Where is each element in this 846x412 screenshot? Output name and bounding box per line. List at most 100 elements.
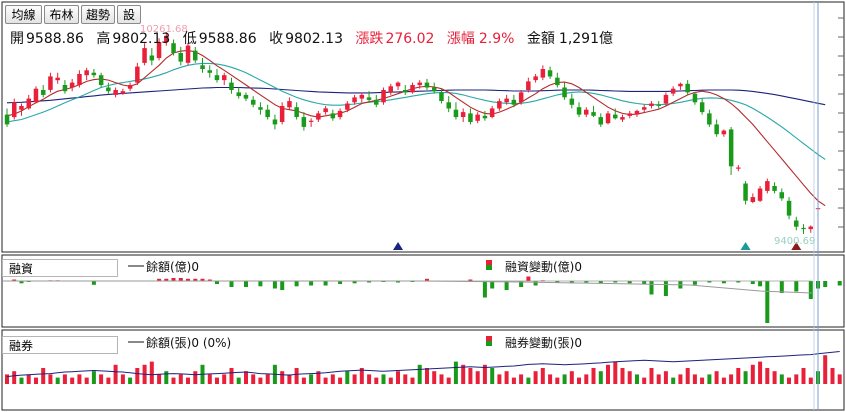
margin-change-bar	[171, 278, 176, 281]
margin-change-bar	[164, 278, 169, 282]
margin-change-bar	[642, 281, 647, 284]
margin-change-bar	[272, 281, 277, 289]
candle-body	[279, 106, 285, 122]
candle	[670, 86, 676, 97]
candle	[453, 102, 459, 120]
short-change-bar	[19, 377, 24, 384]
candle	[135, 62, 140, 86]
candle-body	[460, 112, 466, 117]
short-change-bar	[750, 364, 755, 384]
short-change-bar	[425, 368, 429, 384]
candle-body	[670, 88, 676, 94]
margin-change-bar	[736, 281, 741, 283]
short-panel-title[interactable]: 融券	[2, 336, 118, 354]
short-change-bar	[193, 371, 198, 384]
candle-body	[482, 115, 488, 119]
candle-body	[432, 87, 437, 92]
candle-body	[707, 113, 712, 125]
candle	[475, 112, 480, 124]
margin-change-bar	[294, 281, 299, 287]
margin-change-bar	[779, 281, 784, 293]
change-quote: 漲跌 276.02	[355, 31, 435, 47]
margin-change-bar	[519, 281, 524, 287]
short-change-bar	[533, 371, 538, 384]
candle	[410, 82, 415, 94]
margin-change-bar	[200, 278, 205, 282]
candle	[4, 108, 10, 127]
candle	[489, 105, 495, 119]
margin-change-bar	[193, 278, 198, 282]
candle-body	[403, 90, 408, 93]
candle	[98, 72, 104, 88]
candle	[48, 72, 53, 93]
trend-button[interactable]: 趨勢	[81, 5, 115, 24]
short-change-bar	[26, 374, 31, 384]
candle	[366, 91, 372, 103]
short-change-bar	[635, 374, 639, 384]
candle	[229, 77, 234, 94]
candle-body	[272, 119, 278, 125]
short-change-bar	[128, 377, 133, 384]
short-change-bar	[439, 374, 444, 384]
margin-change-bar	[258, 281, 263, 287]
short-change-bar	[729, 374, 734, 384]
short-change-bar	[396, 371, 400, 384]
short-balance-line	[6, 351, 840, 378]
candle-body	[591, 112, 596, 116]
candle	[757, 185, 763, 203]
short-change-bar	[113, 364, 118, 384]
candle	[178, 46, 183, 66]
candle-body	[323, 108, 328, 113]
margin-change-bar	[229, 281, 234, 287]
short-change-bar	[526, 377, 531, 384]
candle	[692, 92, 698, 105]
candle-body	[193, 50, 198, 61]
settings-button[interactable]: 設	[117, 5, 141, 24]
candle	[794, 216, 799, 231]
candle-body	[743, 183, 748, 201]
margin-balance-line	[3, 280, 813, 294]
candle-body	[366, 97, 372, 100]
candle-body	[185, 45, 191, 63]
short-change-bar	[106, 377, 111, 384]
short-balance-legend: 餘額(張)0 (0%)	[146, 336, 232, 350]
candle-body	[613, 114, 618, 119]
short-change-bar	[374, 377, 379, 384]
margin-change-bar	[808, 281, 813, 299]
margin-balance-legend: 餘額(億)0	[146, 260, 199, 274]
candle-body	[207, 70, 212, 73]
signal-marker-red	[791, 242, 802, 250]
margin-change-bar	[526, 276, 531, 281]
candle	[251, 96, 256, 108]
candle-body	[649, 103, 654, 106]
candle-body	[757, 188, 763, 201]
candle	[656, 101, 661, 109]
short-change-bar	[772, 371, 777, 384]
candle	[533, 73, 538, 83]
short-change-bar	[743, 371, 748, 384]
short-change-bar	[367, 374, 372, 384]
candle-body	[62, 85, 68, 92]
short-change-bar	[461, 364, 466, 384]
margin-change-bar	[721, 281, 726, 284]
candle-body	[808, 226, 813, 230]
candle	[301, 112, 307, 131]
candle	[772, 182, 777, 194]
margin-change-bar	[468, 279, 473, 281]
candle-body	[12, 102, 17, 118]
margin-change-bar	[396, 281, 400, 283]
candle	[417, 80, 422, 89]
margin-change-bar	[707, 281, 712, 283]
short-change-bar	[352, 374, 357, 384]
short-change-bar	[55, 377, 60, 384]
candle	[540, 65, 546, 81]
candle	[555, 72, 560, 88]
margin-change-bar	[569, 281, 574, 284]
candle	[258, 102, 263, 115]
short-change-bar	[598, 371, 603, 384]
candle	[91, 69, 97, 78]
margin-panel-title[interactable]: 融資	[2, 259, 118, 277]
candle-body	[656, 104, 661, 106]
ma-button[interactable]: 均線	[5, 5, 42, 24]
bollinger-button[interactable]: 布林	[44, 5, 79, 24]
